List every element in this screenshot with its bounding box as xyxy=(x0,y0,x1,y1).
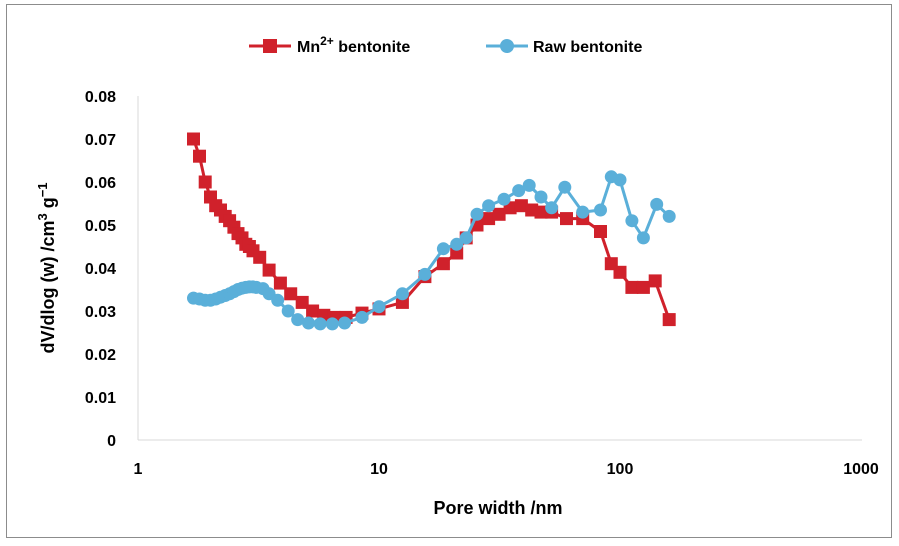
data-point-raw-bentonite xyxy=(302,316,315,330)
data-point-raw-bentonite xyxy=(522,178,536,192)
legend-marker-mn xyxy=(263,39,277,53)
series-line-raw-bentonite xyxy=(193,175,671,326)
y-axis-title-sup2: −1 xyxy=(35,182,50,197)
legend-label-mn-rest: bentonite xyxy=(334,39,411,56)
data-point-raw-bentonite xyxy=(418,267,432,281)
x-tick-labels: 1 10 100 1000 xyxy=(134,461,879,478)
y-axis-title-mid: g xyxy=(38,197,58,213)
data-point-raw-bentonite xyxy=(395,287,409,301)
data-point-raw-bentonite xyxy=(313,317,327,331)
data-point-raw-bentonite xyxy=(558,180,572,194)
data-point-raw-bentonite xyxy=(636,231,650,245)
data-point-raw-bentonite xyxy=(576,205,590,219)
y-tick-label: 0.06 xyxy=(85,175,116,192)
data-point-raw-bentonite xyxy=(594,203,607,217)
legend: Mn2+ bentonite Raw bentonite xyxy=(249,34,642,56)
legend-label-raw: Raw bentonite xyxy=(533,39,642,56)
data-point-mn-bentonite xyxy=(514,199,528,213)
data-point-mn-bentonite xyxy=(306,304,320,318)
data-point-mn-bentonite xyxy=(534,205,548,219)
x-tick-label: 100 xyxy=(607,461,634,478)
data-point-mn-bentonite xyxy=(284,287,298,301)
data-point-raw-bentonite xyxy=(545,201,559,215)
data-point-mn-bentonite xyxy=(594,225,607,238)
data-point-mn-bentonite xyxy=(436,257,450,271)
data-point-mn-bentonite xyxy=(187,132,200,146)
y-tick-labels: 0 0.01 0.02 0.03 0.04 0.05 0.06 0.07 0.0… xyxy=(85,89,116,450)
data-point-raw-bentonite xyxy=(450,237,464,251)
chart-frame xyxy=(6,4,892,538)
data-point-raw-bentonite xyxy=(281,304,295,318)
data-point-mn-bentonite xyxy=(262,263,276,277)
y-tick-label: 0.07 xyxy=(85,132,116,149)
data-point-mn-bentonite xyxy=(613,265,627,279)
legend-label-mn-base: Mn xyxy=(297,39,320,56)
data-point-mn-bentonite xyxy=(625,280,639,294)
data-point-raw-bentonite xyxy=(338,316,352,330)
data-point-raw-bentonite xyxy=(470,207,484,221)
x-axis-title: Pore width /nm xyxy=(433,498,562,518)
data-point-raw-bentonite xyxy=(325,317,339,331)
data-point-mn-bentonite xyxy=(273,276,287,290)
y-tick-label: 0.02 xyxy=(85,347,116,364)
y-tick-label: 0.03 xyxy=(85,304,116,321)
y-tick-label: 0.05 xyxy=(85,218,116,235)
data-point-raw-bentonite xyxy=(482,199,496,213)
data-point-mn-bentonite xyxy=(492,207,506,221)
y-axis-title-main: dV/dlog (w) /cm xyxy=(38,221,58,354)
y-axis-title-sup1: 3 xyxy=(35,213,50,220)
legend-item-mn-bentonite: Mn2+ bentonite xyxy=(249,34,410,56)
x-tick-label: 1000 xyxy=(843,461,879,478)
legend-label-mn: Mn2+ bentonite xyxy=(297,34,410,56)
data-point-raw-bentonite xyxy=(355,310,369,324)
data-point-raw-bentonite xyxy=(497,192,511,206)
y-tick-label: 0 xyxy=(107,433,116,450)
data-point-raw-bentonite xyxy=(650,197,664,211)
data-point-raw-bentonite xyxy=(512,184,526,198)
data-point-mn-bentonite xyxy=(193,149,206,163)
y-axis-title: dV/dlog (w) /cm3 g−1 xyxy=(35,182,58,353)
series-mn-bentonite xyxy=(187,132,676,327)
data-point-raw-bentonite xyxy=(459,231,473,245)
data-point-mn-bentonite xyxy=(662,313,676,327)
plot-series xyxy=(187,132,676,331)
series-raw-bentonite xyxy=(187,170,676,331)
data-point-mn-bentonite xyxy=(198,175,212,189)
x-tick-label: 10 xyxy=(370,461,388,478)
legend-marker-raw xyxy=(500,39,514,53)
data-point-mn-bentonite xyxy=(295,295,309,309)
data-point-raw-bentonite xyxy=(436,242,450,256)
data-point-raw-bentonite xyxy=(662,209,676,223)
data-point-mn-bentonite xyxy=(648,274,662,288)
y-tick-label: 0.04 xyxy=(85,261,116,278)
x-tick-label: 1 xyxy=(134,461,143,478)
legend-item-raw-bentonite: Raw bentonite xyxy=(486,39,642,56)
data-point-mn-bentonite xyxy=(482,212,496,226)
y-tick-label: 0.01 xyxy=(85,390,116,407)
data-point-raw-bentonite xyxy=(271,293,285,307)
data-point-raw-bentonite xyxy=(372,300,386,314)
data-point-raw-bentonite xyxy=(291,313,305,327)
data-point-raw-bentonite xyxy=(613,173,627,187)
legend-label-mn-sup: 2+ xyxy=(320,34,334,48)
data-point-raw-bentonite xyxy=(534,190,548,204)
data-point-mn-bentonite xyxy=(636,280,650,294)
data-point-mn-bentonite xyxy=(560,212,573,226)
y-tick-label: 0.08 xyxy=(85,89,116,106)
data-point-raw-bentonite xyxy=(625,214,639,228)
data-point-mn-bentonite xyxy=(253,250,267,264)
